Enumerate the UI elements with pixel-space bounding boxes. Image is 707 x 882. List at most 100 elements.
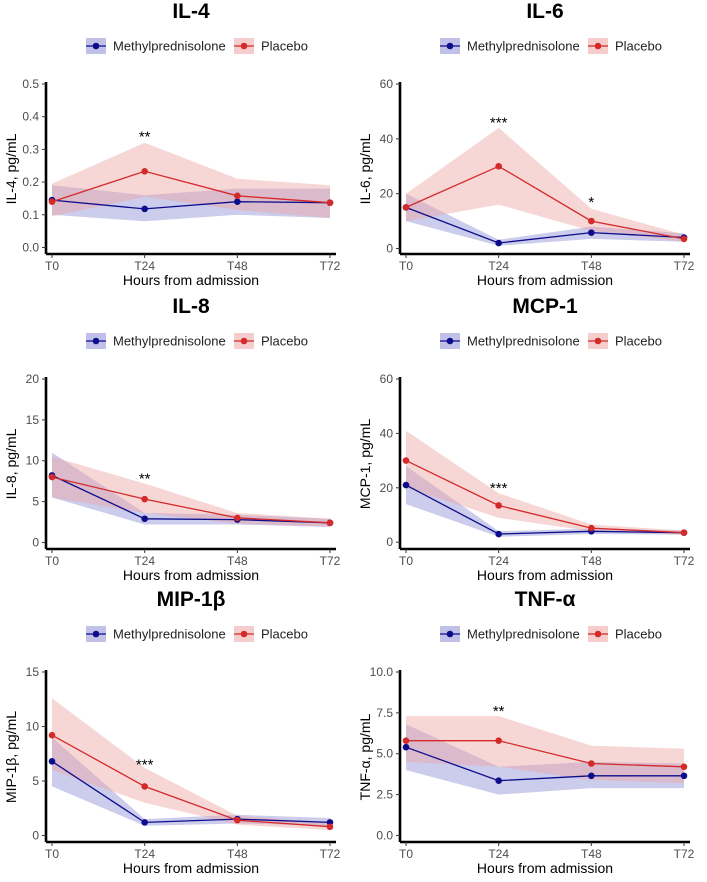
ci-band xyxy=(406,724,684,795)
x-tick-label: T48 xyxy=(581,259,602,273)
ci-band xyxy=(406,716,684,784)
data-point xyxy=(402,204,410,211)
y-tick-label: 60 xyxy=(380,372,394,386)
x-axis-title: Hours from admission xyxy=(477,272,613,288)
data-point xyxy=(326,199,334,206)
chart-title: IL-8 xyxy=(172,295,210,318)
x-tick-label: T72 xyxy=(674,554,695,568)
data-point xyxy=(495,162,502,170)
data-point xyxy=(234,514,241,522)
data-point xyxy=(402,737,410,744)
x-tick-label: T24 xyxy=(134,554,155,568)
data-point xyxy=(234,198,241,205)
y-tick-label: 20 xyxy=(380,481,394,495)
data-point xyxy=(48,473,56,481)
ci-band xyxy=(52,698,330,830)
y-tick-label: 0.1 xyxy=(22,208,39,222)
data-point xyxy=(141,495,148,503)
data-point xyxy=(402,457,410,464)
x-tick-label: T0 xyxy=(399,259,413,273)
data-point xyxy=(402,481,410,489)
panel-il-4: IL-4 Methylprednisolone Placebo ** 0.0 0.1 0.2… xyxy=(3,0,341,288)
x-axis-title: Hours from admission xyxy=(477,567,613,583)
legend-key-point xyxy=(446,630,454,638)
y-tick-label: 15 xyxy=(26,665,40,679)
significance-marker: ** xyxy=(139,128,151,145)
legend-label: Methylprednisolone xyxy=(113,334,226,349)
y-tick-label: 2.5 xyxy=(376,788,393,802)
y-tick-label: 0 xyxy=(32,828,39,842)
y-axis-title: IL-8, pg/mL xyxy=(3,428,19,499)
series-line xyxy=(51,734,331,828)
chart-title: TNF-α xyxy=(515,588,576,611)
chart-title: IL-6 xyxy=(526,0,563,23)
panel-il-8: IL-8 Methylprednisolone Placebo ** 0 5 10 15 20 T… xyxy=(3,295,341,583)
ci-band xyxy=(52,737,330,826)
legend-label: Methylprednisolone xyxy=(467,334,580,349)
x-axis-title: Hours from admission xyxy=(123,860,259,876)
legend-label: Methylprednisolone xyxy=(113,627,226,642)
y-tick-label: 0.0 xyxy=(376,828,393,842)
chart-title: MIP-1β xyxy=(157,588,226,611)
significance-marker: *** xyxy=(136,757,154,774)
data-point xyxy=(48,731,56,739)
data-point xyxy=(588,760,595,767)
y-axis-title: MCP-1, pg/mL xyxy=(357,419,373,509)
legend-key-point xyxy=(446,42,454,50)
x-tick-label: T24 xyxy=(488,259,509,273)
legend-label: Placebo xyxy=(615,39,662,54)
x-tick-label: T48 xyxy=(227,554,248,568)
y-tick-label: 10.0 xyxy=(370,665,394,679)
y-tick-label: 5 xyxy=(32,495,39,509)
data-point xyxy=(680,763,688,771)
y-tick-label: 0.2 xyxy=(22,175,39,189)
x-tick-label: T0 xyxy=(399,554,413,568)
legend-key-point xyxy=(240,630,248,638)
legend-key-point xyxy=(92,630,100,638)
y-tick-label: 40 xyxy=(380,426,394,440)
data-point xyxy=(588,524,595,532)
legend-key-point xyxy=(594,337,602,345)
ci-band xyxy=(52,185,330,222)
x-tick-label: T24 xyxy=(488,847,509,861)
y-tick-label: 0 xyxy=(32,535,39,549)
x-axis-title: Hours from admission xyxy=(477,860,613,876)
data-point xyxy=(326,519,334,527)
data-point xyxy=(234,192,241,200)
ci-band xyxy=(406,430,684,535)
y-tick-label: 5 xyxy=(32,774,39,788)
chart-title: MCP-1 xyxy=(512,295,578,318)
legend-label: Placebo xyxy=(261,627,308,642)
legend-label: Placebo xyxy=(261,334,308,349)
data-point xyxy=(495,530,502,538)
data-point xyxy=(402,743,410,751)
y-tick-label: 20 xyxy=(380,187,394,201)
significance-marker: * xyxy=(588,194,594,211)
data-point xyxy=(680,529,688,536)
data-point xyxy=(680,235,688,243)
x-tick-label: T24 xyxy=(134,847,155,861)
x-tick-label: T0 xyxy=(45,554,59,568)
y-tick-label: 10 xyxy=(26,719,40,733)
series-line xyxy=(51,170,331,204)
x-tick-label: T72 xyxy=(674,847,695,861)
data-point xyxy=(588,772,595,780)
y-axis-title: IL-6, pg/mL xyxy=(357,133,373,204)
data-point xyxy=(48,758,56,765)
x-axis-title: Hours from admission xyxy=(123,567,259,583)
legend-key-point xyxy=(240,42,248,50)
x-tick-label: T24 xyxy=(488,554,509,568)
y-tick-label: 40 xyxy=(380,132,394,146)
ci-band xyxy=(52,142,330,218)
ci-band xyxy=(406,466,684,537)
y-tick-label: 0.0 xyxy=(22,240,39,254)
series-line xyxy=(405,746,684,782)
series-line xyxy=(405,460,685,534)
legend-label: Methylprednisolone xyxy=(113,39,226,54)
data-point xyxy=(141,783,148,790)
y-tick-label: 7.5 xyxy=(376,706,393,720)
y-axis-title: MIP-1β, pg/mL xyxy=(3,711,19,803)
y-axis-title: IL-4, pg/mL xyxy=(3,133,19,204)
